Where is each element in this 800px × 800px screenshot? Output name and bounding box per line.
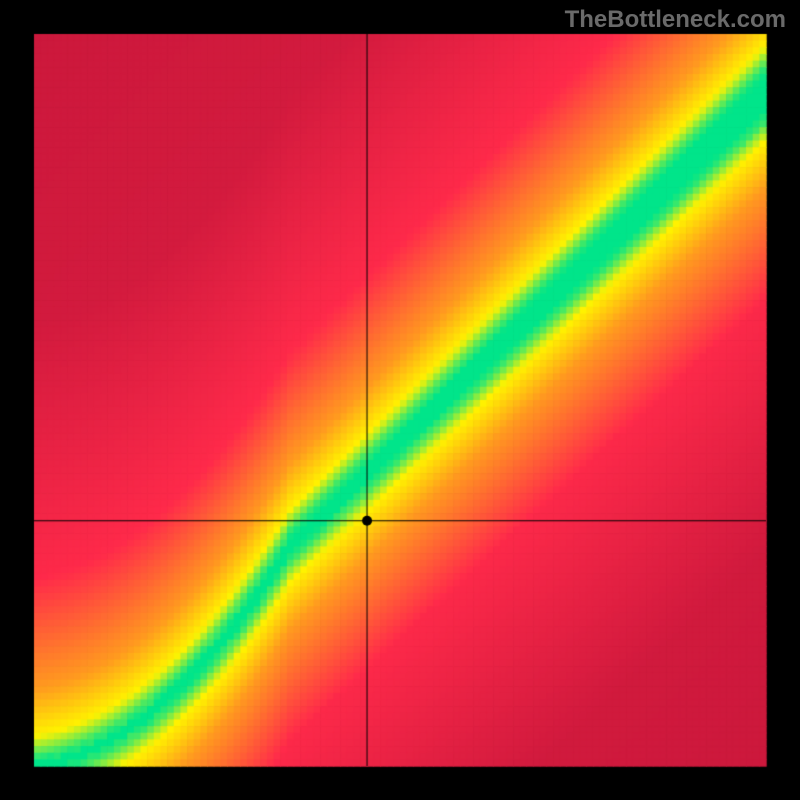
bottleneck-heatmap bbox=[0, 0, 800, 800]
watermark-text: TheBottleneck.com bbox=[565, 6, 786, 34]
